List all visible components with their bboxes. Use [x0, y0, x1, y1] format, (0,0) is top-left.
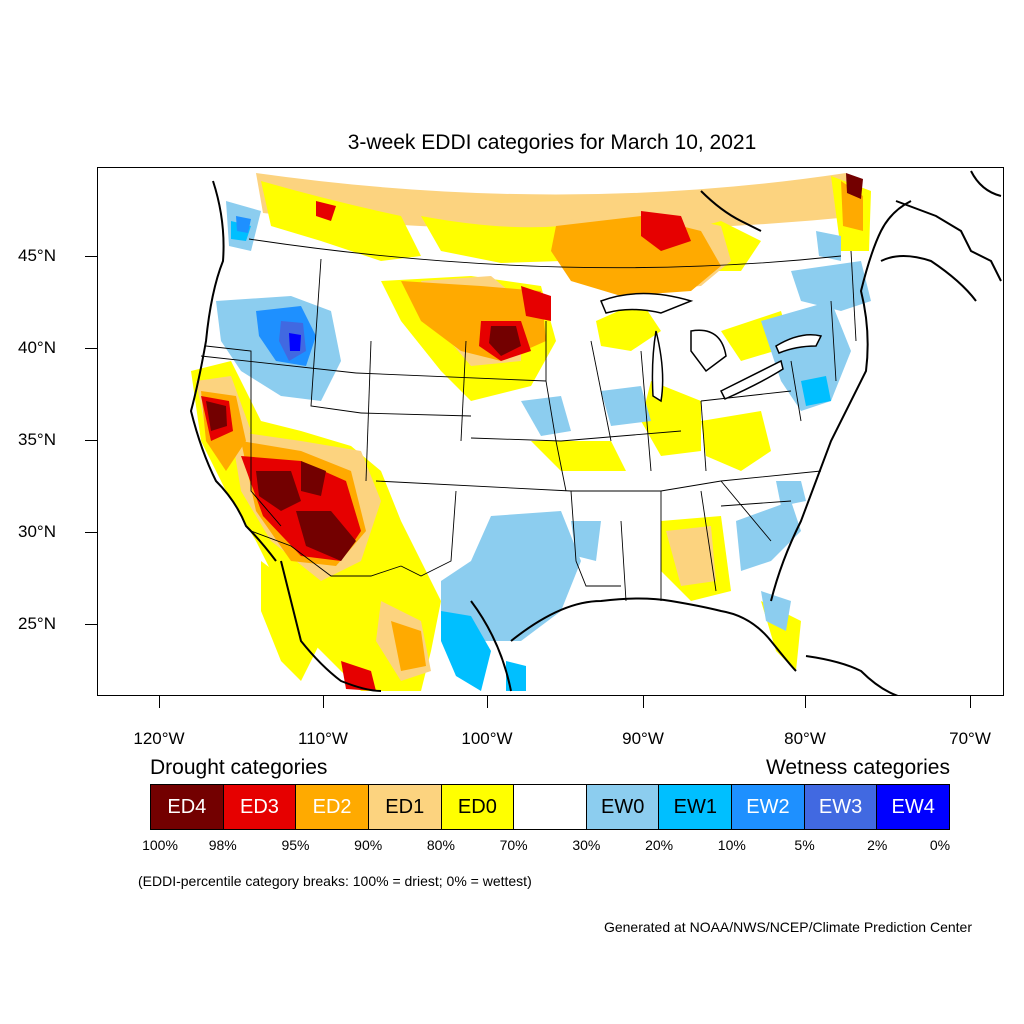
lat-label: 30°N: [18, 522, 56, 541]
eddi-map: [189, 168, 1002, 695]
legend-cell-ew4: EW4: [877, 785, 950, 829]
map-frame: [97, 167, 1004, 696]
map-title: 3-week EDDI categories for March 10, 202…: [347, 131, 757, 154]
legend-break-label: 30%: [572, 837, 601, 853]
boundaries: [200, 238, 857, 602]
lon-tick-90: [643, 696, 644, 708]
ed4-regions: [206, 173, 863, 561]
legend-cell-ew2: EW2: [732, 785, 805, 829]
legend-cell-ew1: EW1: [659, 785, 733, 829]
lat-tick-25: [85, 624, 97, 625]
lon-label: 120°W: [133, 729, 185, 748]
legend-break-label: 98%: [208, 837, 237, 853]
legend-break-label: 10%: [717, 837, 746, 853]
legend-cell-ed4: ED4: [151, 785, 224, 829]
lon-label: 80°W: [784, 729, 826, 748]
legend-cell-ed0: ED0: [441, 785, 515, 829]
legend-cell-ed1: ED1: [368, 785, 442, 829]
legend-break-label: 20%: [645, 837, 674, 853]
lat-label: 25°N: [18, 614, 56, 633]
legend-colorbar: ED4 ED3 ED2 ED1 ED0 EW0 EW1 EW2 EW3 EW4: [150, 784, 950, 830]
lat-label: 45°N: [18, 246, 56, 265]
lat-tick-30: [85, 532, 97, 533]
legend-cell-ed3: ED3: [223, 785, 297, 829]
legend-break-label: 80%: [426, 837, 455, 853]
credit-line: Generated at NOAA/NWS/NCEP/Climate Predi…: [603, 919, 972, 935]
lon-tick-100: [487, 696, 488, 708]
legend-break-label: 5%: [794, 837, 815, 853]
legend-break-label: 0%: [929, 837, 951, 853]
region-ed1-north: [256, 173, 861, 231]
lat-label: 40°N: [18, 338, 56, 357]
lon-tick-70: [970, 696, 971, 708]
lon-label: 90°W: [622, 729, 664, 748]
lat-label: 35°N: [18, 430, 56, 449]
ew1-regions: [231, 221, 831, 691]
ew4-regions: [289, 333, 301, 351]
lat-tick-40: [85, 348, 97, 349]
legend-break-label: 70%: [499, 837, 528, 853]
lon-tick-80: [805, 696, 806, 708]
drought-heading: Drought categories: [150, 756, 328, 779]
legend-cell-ew3: EW3: [804, 785, 878, 829]
lon-tick-120: [159, 696, 160, 708]
category-note: (EDDI-percentile category breaks: 100% =…: [138, 873, 532, 889]
lat-tick-35: [85, 440, 97, 441]
legend-break-label: 90%: [354, 837, 383, 853]
coastlines: [189, 170, 1002, 695]
wetness-heading: Wetness categories: [765, 756, 950, 779]
legend-break-label: 100%: [142, 837, 178, 853]
legend-break-label: 2%: [867, 837, 888, 853]
legend-break-label: 95%: [281, 837, 310, 853]
lon-label: 110°W: [298, 729, 348, 748]
lat-tick-45: [85, 256, 97, 257]
legend-cell-ed2: ED2: [296, 785, 369, 829]
lon-label: 100°W: [461, 729, 513, 748]
lon-label: 70°W: [949, 729, 991, 748]
great-lakes: [600, 292, 823, 403]
legend-cell-neutral: [514, 785, 587, 829]
lon-tick-110: [323, 696, 324, 708]
legend-cell-ew0: EW0: [586, 785, 660, 829]
